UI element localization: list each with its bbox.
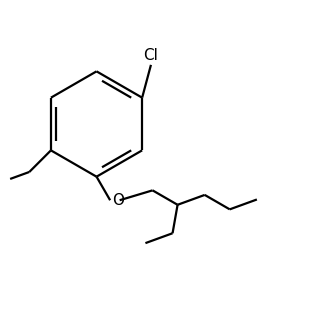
Text: Cl: Cl	[143, 48, 158, 63]
Text: O: O	[112, 193, 124, 208]
